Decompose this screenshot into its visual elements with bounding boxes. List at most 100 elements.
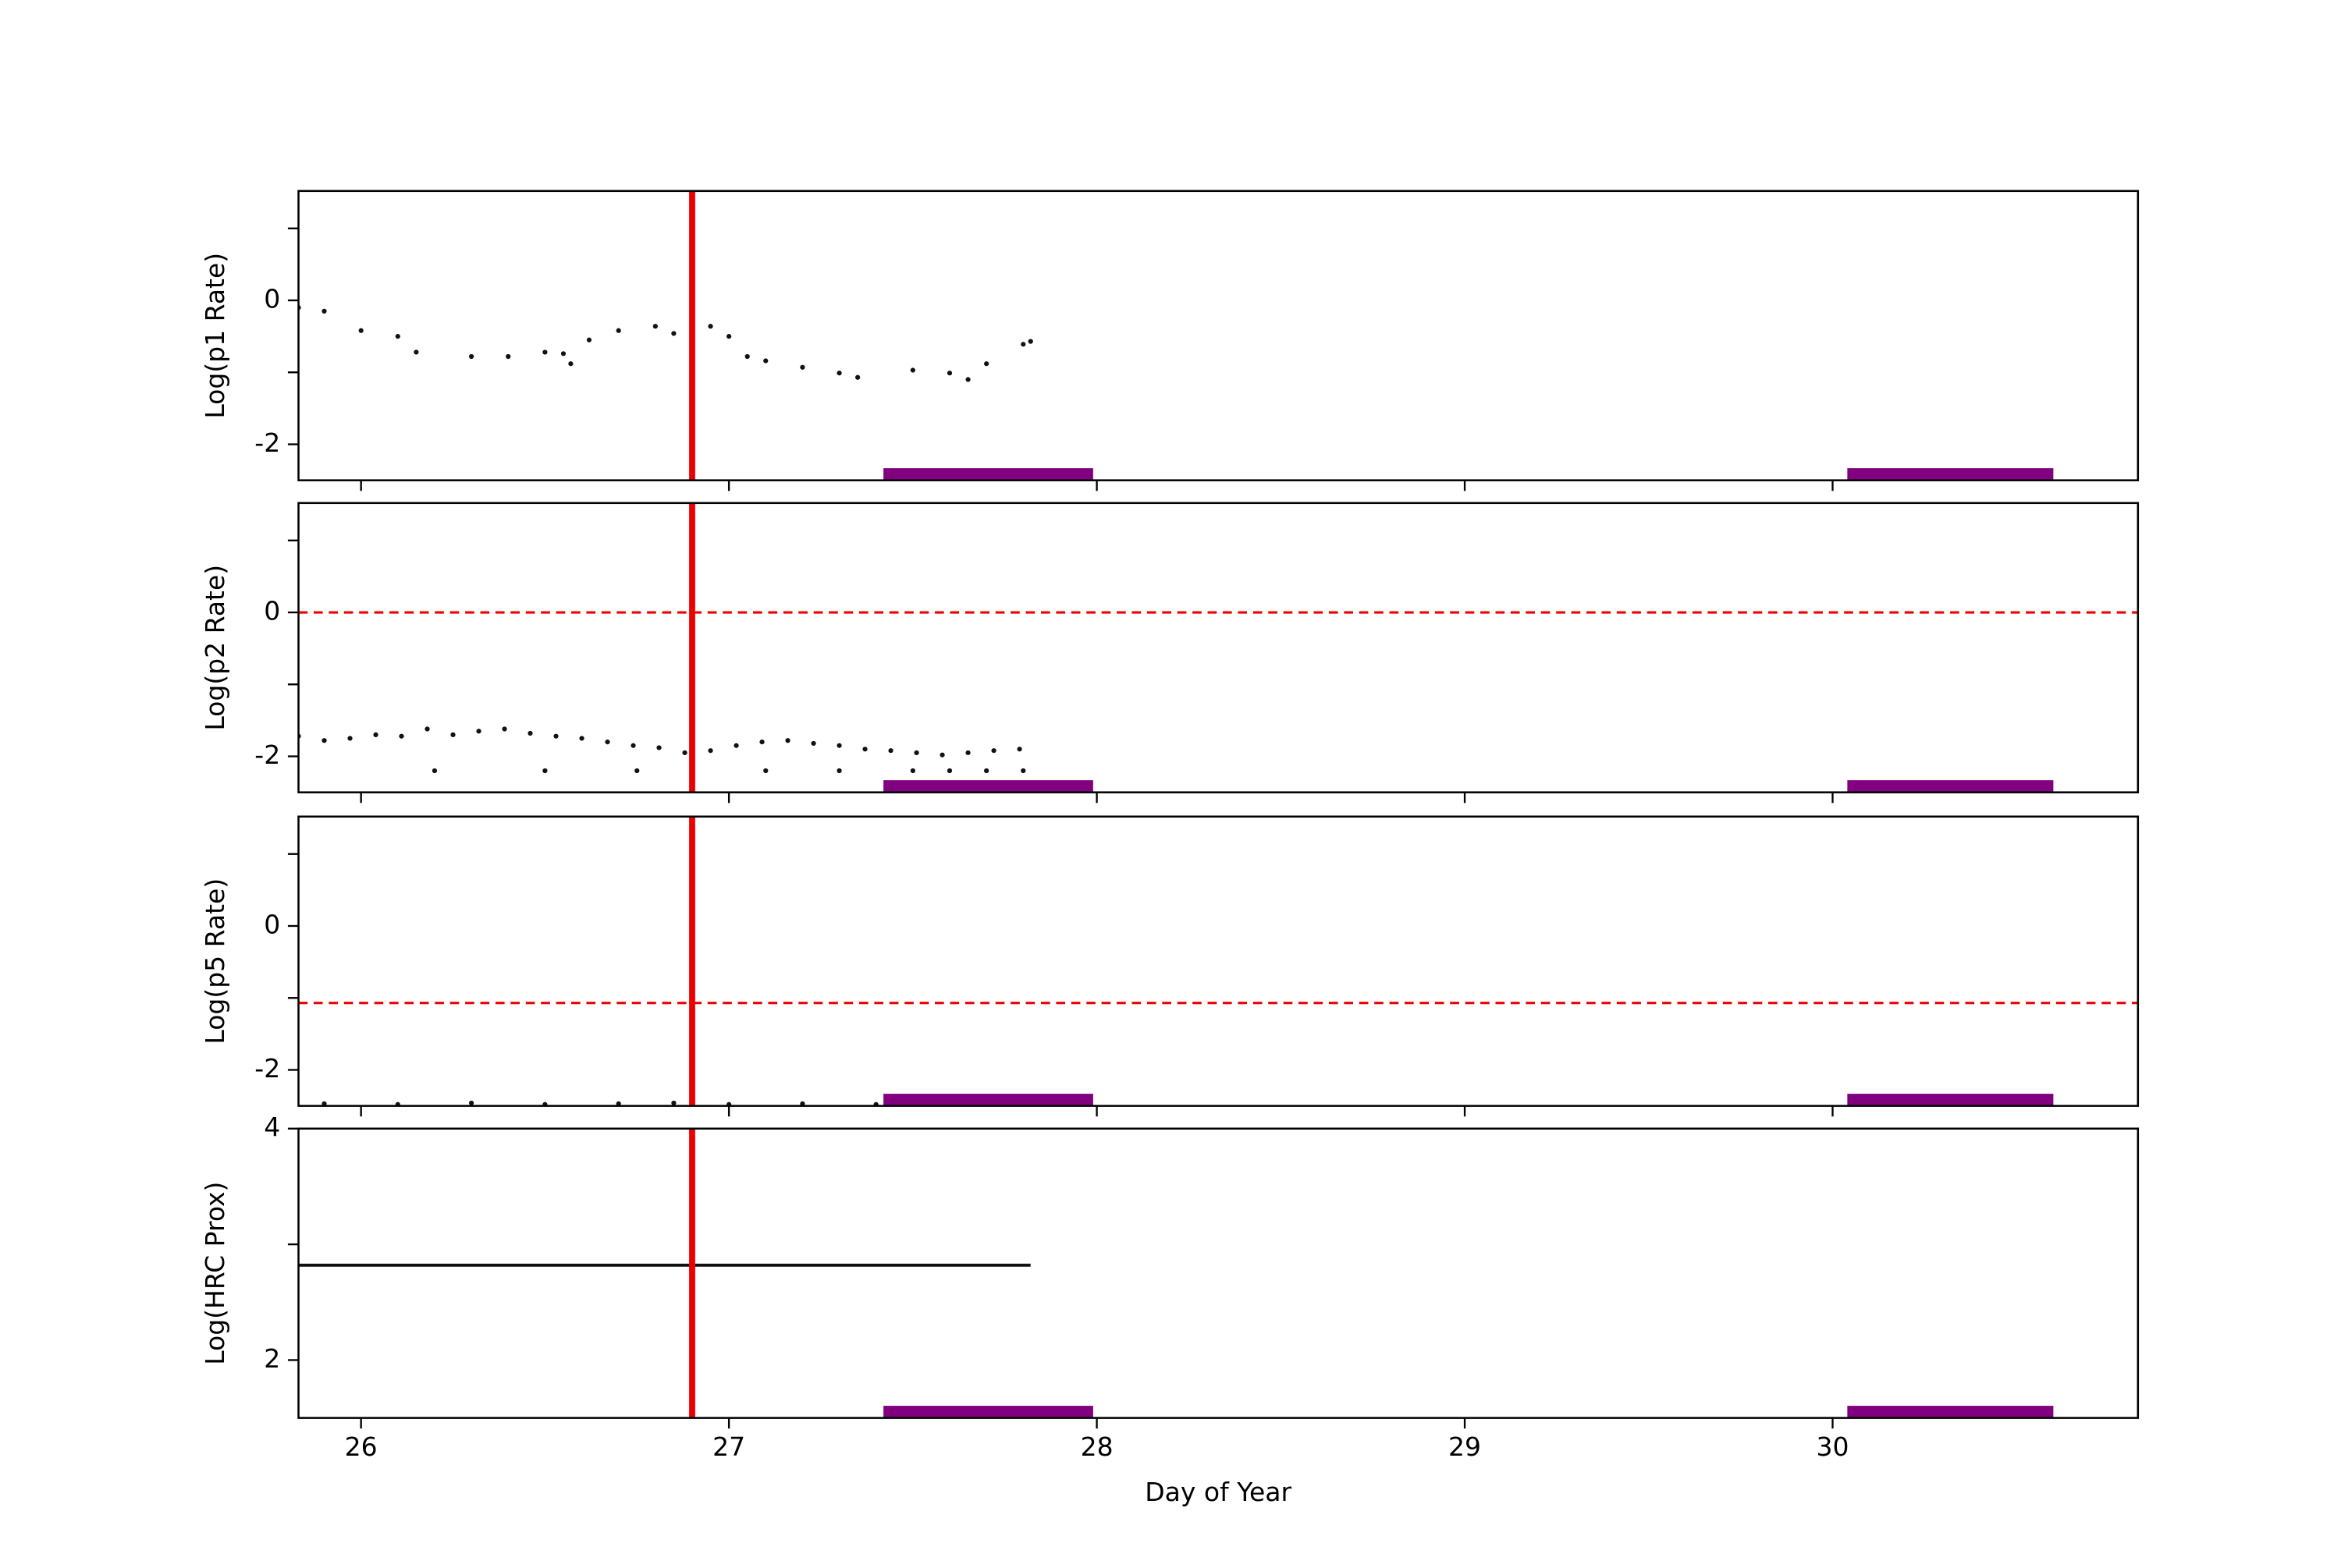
x-tick-label: 26	[345, 1431, 378, 1462]
y-tick-label: 2	[264, 1343, 280, 1374]
data-point	[605, 739, 610, 745]
data-point	[358, 328, 364, 333]
axes-frame	[297, 815, 2140, 1107]
data-point	[321, 1101, 327, 1106]
data-point	[914, 750, 919, 756]
data-point	[708, 748, 713, 754]
data-point	[1028, 339, 1033, 344]
data-point	[560, 351, 567, 357]
y-tick-label: 0	[264, 596, 280, 626]
data-point	[469, 1100, 474, 1106]
data-point	[837, 371, 842, 376]
data-point	[347, 736, 353, 741]
data-point	[656, 745, 662, 750]
axes-frame	[297, 1127, 2140, 1419]
data-point	[1021, 768, 1026, 774]
x-tick-label: 27	[712, 1431, 745, 1462]
y-tick-label: 0	[264, 284, 280, 314]
data-point	[425, 726, 430, 732]
data-point	[991, 748, 996, 754]
data-point	[910, 768, 915, 774]
data-point	[502, 726, 507, 732]
x-axis-label: Day of Year	[1145, 1477, 1291, 1507]
data-point	[965, 377, 971, 382]
data-point	[542, 768, 548, 774]
data-point	[506, 353, 511, 360]
data-point	[763, 768, 769, 774]
data-point	[837, 768, 842, 774]
y-tick-label: -2	[254, 427, 280, 458]
data-point	[671, 1100, 677, 1106]
x-tick-label: 29	[1448, 1431, 1481, 1462]
data-point	[800, 364, 805, 370]
data-point	[553, 733, 559, 739]
x-tick-label: 30	[1816, 1431, 1849, 1462]
data-point	[965, 750, 971, 756]
data-point	[800, 1101, 805, 1106]
data-point	[744, 353, 750, 360]
data-point	[984, 361, 989, 367]
data-point	[947, 371, 953, 376]
data-point	[708, 324, 713, 329]
data-point	[542, 349, 548, 355]
data-point	[811, 740, 816, 747]
data-point	[616, 328, 621, 333]
data-point	[321, 308, 327, 314]
y-axis-label: Log(p5 Rate)	[200, 878, 230, 1045]
band	[883, 468, 1093, 481]
data-point	[734, 743, 739, 748]
data-point	[682, 750, 687, 756]
data-point	[528, 730, 533, 736]
y-tick-label: -2	[254, 740, 280, 770]
plot-area	[298, 190, 2054, 481]
data-point	[476, 729, 481, 734]
data-point	[940, 752, 945, 757]
plot-area	[298, 502, 2138, 793]
data-point	[631, 743, 636, 748]
data-point	[785, 738, 790, 743]
data-point	[616, 1101, 621, 1106]
data-point	[373, 732, 378, 737]
data-point	[586, 337, 592, 342]
data-point	[321, 738, 327, 743]
data-point	[910, 367, 915, 373]
y-axis-label: Log(HRC Prox)	[200, 1182, 230, 1365]
band	[1847, 468, 2054, 481]
axes-frame	[297, 190, 2140, 481]
data-point	[1021, 342, 1026, 347]
y-tick-label: -2	[254, 1053, 280, 1084]
y-axis-label: Log(p1 Rate)	[200, 253, 230, 419]
band	[883, 1094, 1093, 1106]
data-point	[837, 743, 842, 748]
data-point	[450, 732, 456, 737]
data-point	[947, 768, 953, 774]
axes-frame	[297, 502, 2140, 793]
data-point	[568, 361, 574, 367]
plot-area	[298, 1128, 2054, 1418]
x-tick-label: 28	[1081, 1431, 1114, 1462]
data-point	[469, 353, 474, 360]
data-point	[763, 358, 769, 364]
data-point	[414, 349, 419, 355]
band	[883, 780, 1093, 793]
data-point	[855, 374, 861, 380]
data-point	[1017, 747, 1022, 752]
data-point	[726, 334, 732, 339]
data-point	[395, 334, 400, 339]
data-point	[579, 736, 584, 741]
plot-area	[298, 816, 2138, 1106]
data-point	[888, 748, 893, 754]
band	[883, 1406, 1093, 1418]
data-point	[862, 747, 868, 752]
data-point	[671, 331, 677, 336]
band	[1847, 780, 2054, 793]
y-tick-label: 0	[264, 909, 280, 939]
band	[1847, 1406, 2054, 1418]
data-point	[759, 739, 765, 745]
data-point	[652, 324, 658, 329]
band	[1847, 1094, 2054, 1106]
data-point	[432, 768, 438, 774]
y-tick-label: 4	[264, 1112, 280, 1142]
data-point	[634, 768, 640, 774]
